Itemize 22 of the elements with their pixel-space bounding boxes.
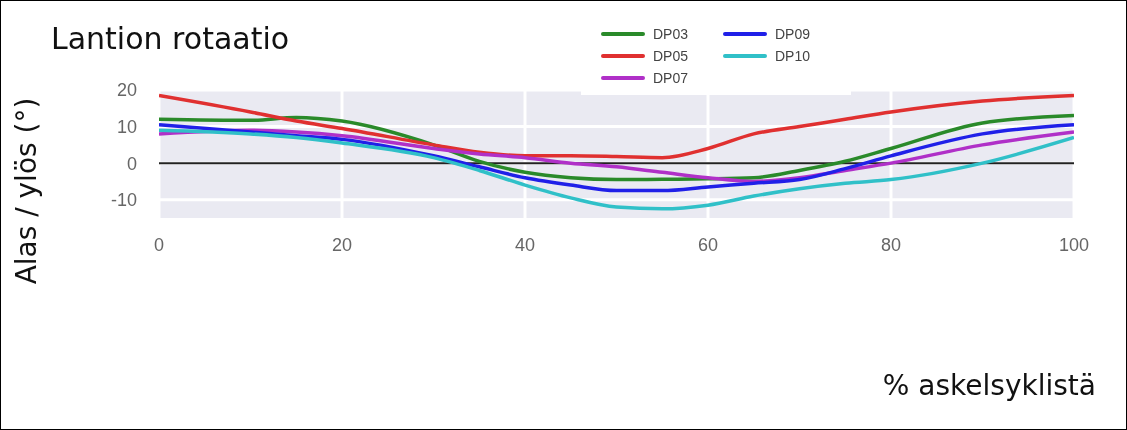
chart-title: Lantion rotaatio — [51, 21, 290, 56]
y-tick-label: 10 — [116, 116, 137, 137]
legend-label: DP05 — [653, 48, 689, 64]
x-axis-title: % askelsyklistä — [882, 369, 1096, 402]
x-tick-label: 20 — [331, 234, 353, 255]
y-tick-label: 0 — [126, 153, 137, 174]
x-tick-label: 40 — [514, 234, 536, 255]
line-series — [159, 128, 1074, 211]
x-tick-label: 60 — [697, 234, 719, 255]
legend-label: DP10 — [775, 48, 811, 64]
y-tick-label: 20 — [116, 80, 137, 101]
y-tick-label: -10 — [110, 190, 137, 211]
line-series — [159, 113, 1074, 182]
x-tick-label: 0 — [153, 234, 165, 255]
y-axis-title: Alas / ylös (°) — [9, 97, 43, 285]
x-tick-label: 100 — [1058, 234, 1090, 255]
x-tick-label: 80 — [880, 234, 902, 255]
legend-label: DP09 — [775, 26, 811, 42]
line-series — [159, 122, 1074, 193]
line-series — [159, 93, 1074, 160]
legend-label: DP03 — [653, 26, 689, 42]
legend-label: DP07 — [653, 70, 689, 86]
